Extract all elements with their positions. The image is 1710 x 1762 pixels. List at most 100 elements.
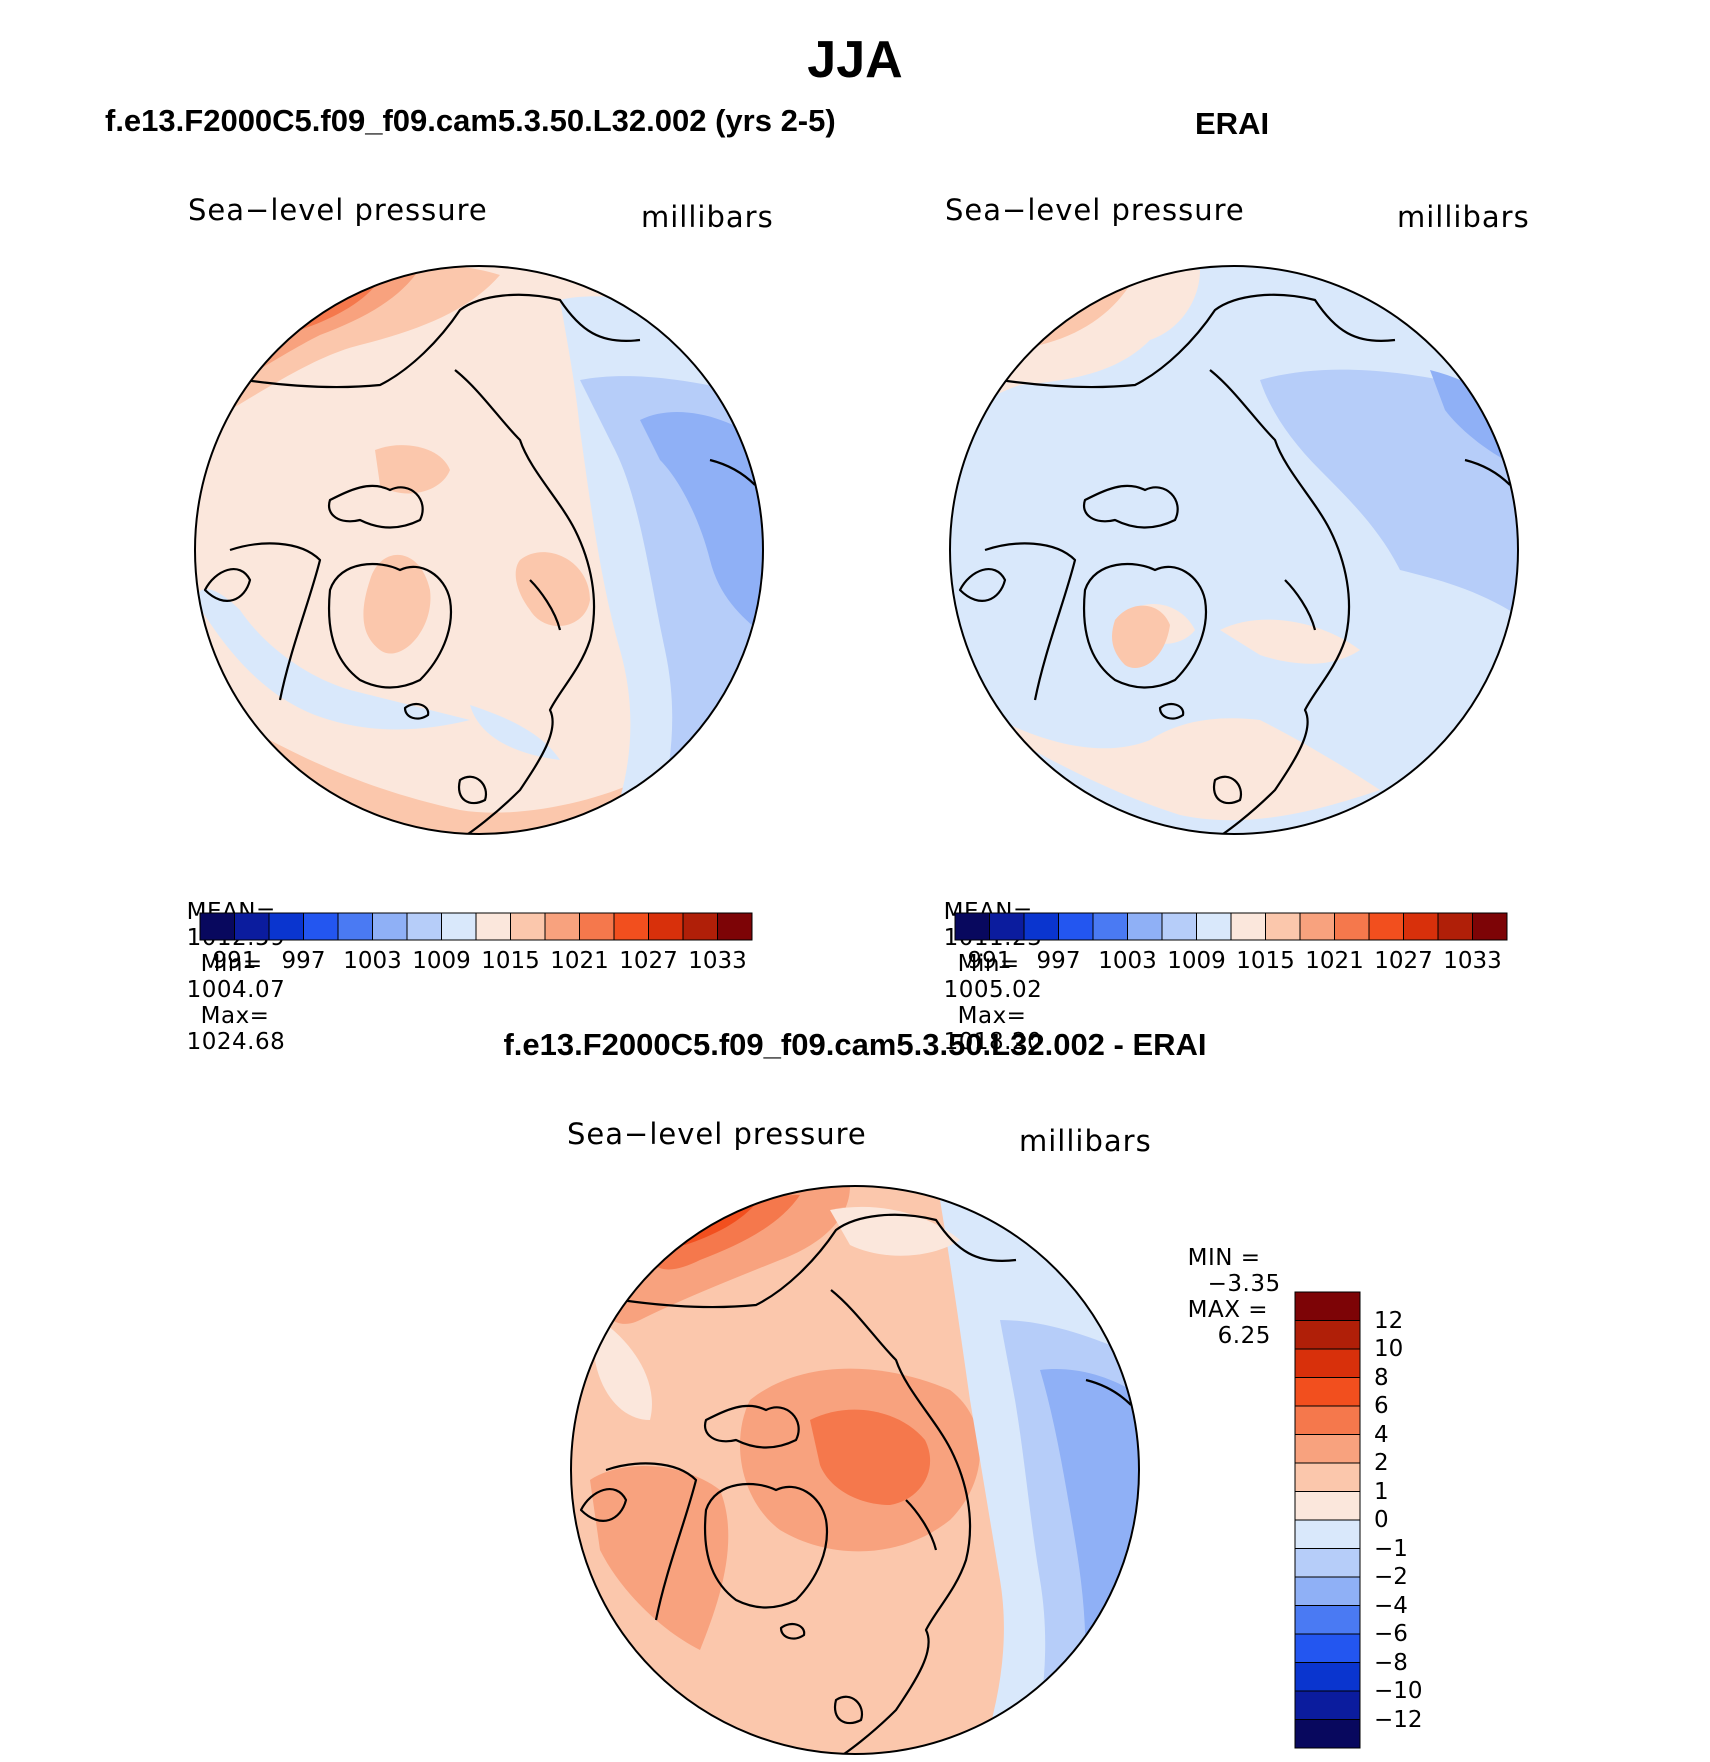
- erai-min-label: Min=: [957, 951, 1020, 977]
- colorbar-cell: [1437, 912, 1473, 941]
- slp-region-1018: [515, 552, 590, 627]
- erai-colorbar: [954, 912, 1508, 941]
- colorbar-cell: [989, 912, 1025, 941]
- colorbar-cell: [337, 912, 373, 941]
- colorbar-cell: [1127, 912, 1163, 941]
- colorbar-cell: [1294, 1434, 1361, 1464]
- coastlines: [203, 293, 756, 834]
- diff-region-4: [810, 1409, 931, 1505]
- colorbar-cell: [441, 912, 477, 941]
- map-boundary: [194, 265, 764, 835]
- colorbar-cell: [1294, 1690, 1361, 1720]
- colorbar-tick-label: 1021: [1305, 948, 1364, 974]
- colorbar-tick-label: 1015: [1236, 948, 1295, 974]
- colorbar-tick-label: 2: [1374, 1450, 1389, 1476]
- slp-region-1006: [640, 412, 763, 640]
- colorbar-cell: [1294, 1548, 1361, 1578]
- slp-region-1018: [363, 554, 431, 654]
- colorbar-cell: [1368, 912, 1404, 941]
- slp-region-1021: [240, 268, 420, 380]
- colorbar-tick-label: −4: [1374, 1592, 1408, 1619]
- colorbar-cell: [1294, 1491, 1361, 1521]
- colorbar-tick-label: 1033: [1443, 948, 1502, 974]
- colorbar-cell: [717, 912, 753, 941]
- colorbar-cell: [1265, 912, 1301, 941]
- map-boundary: [570, 1185, 1140, 1755]
- model-min-value: 1004.07: [186, 977, 286, 1003]
- diff-min-label: MIN =: [1187, 1245, 1261, 1271]
- colorbar-cell: [1299, 912, 1335, 941]
- colorbar-cell: [1294, 1405, 1361, 1435]
- colorbar-cell: [268, 912, 304, 941]
- slp-region-1012: [195, 589, 470, 730]
- colorbar-tick-label: 997: [1036, 948, 1081, 974]
- slp-region-1018: [375, 445, 450, 494]
- colorbar-tick-label: 1003: [1098, 948, 1157, 974]
- colorbar-cell: [544, 912, 580, 941]
- colorbar-cell: [1092, 912, 1128, 941]
- figure-title: JJA: [807, 31, 903, 89]
- colorbar-cell: [1403, 912, 1439, 941]
- slp-region-1015: [950, 700, 1380, 821]
- colorbar-cell: [613, 912, 649, 941]
- map-boundary: [949, 265, 1519, 835]
- model-max-label: Max=: [200, 1003, 270, 1029]
- colorbar-tick-label: 997: [281, 948, 326, 974]
- colorbar-tick-label: −2: [1374, 1564, 1408, 1590]
- coastlines: [958, 293, 1511, 834]
- erai-units-label: millibars: [1397, 200, 1530, 234]
- colorbar-cell: [372, 912, 408, 941]
- colorbar-tick-label: 8: [1374, 1364, 1389, 1391]
- diff-max-value: 6.25: [1217, 1323, 1271, 1349]
- model-min-label: Min=: [200, 951, 263, 977]
- colorbar-cell: [1230, 912, 1266, 941]
- colorbar-tick-label: 1027: [619, 948, 678, 974]
- colorbar-tick-label: 1: [1374, 1478, 1389, 1505]
- colorbar-cell: [1161, 912, 1197, 941]
- erai-min-value: 1005.02: [943, 977, 1043, 1003]
- colorbar-tick-label: 1003: [343, 948, 402, 974]
- colorbar-cell: [682, 912, 718, 941]
- colorbar-tick-label: 991: [212, 948, 257, 974]
- erai-variable-label: Sea−level pressure: [945, 193, 1245, 227]
- model-colorbar: [199, 912, 753, 941]
- difference-colorbar: [1294, 1291, 1361, 1749]
- colorbar-tick-label: 1033: [688, 948, 747, 974]
- colorbar-tick-label: −6: [1374, 1621, 1408, 1647]
- colorbar-tick-label: 1021: [550, 948, 609, 974]
- diff-max-label: MAX =: [1187, 1297, 1269, 1323]
- colorbar-tick-label: 12: [1374, 1307, 1404, 1334]
- model-panel-title: f.e13.F2000C5.f09_f09.cam5.3.50.L32.002 …: [105, 103, 836, 138]
- colorbar-tick-label: 1027: [1374, 948, 1433, 974]
- colorbar-tick-label: −10: [1374, 1678, 1423, 1704]
- colorbar-cell: [1196, 912, 1232, 941]
- diff-region-2: [590, 1466, 729, 1650]
- colorbar-cell: [475, 912, 511, 941]
- colorbar-tick-label: 1009: [412, 948, 471, 974]
- difference-slp-map: [570, 1185, 1140, 1755]
- erai-max-label: Max=: [957, 1003, 1027, 1029]
- colorbar-cell: [1472, 912, 1508, 941]
- diff-region-1: [595, 1320, 652, 1420]
- colorbar-cell: [1294, 1291, 1361, 1321]
- coastlines: [579, 1213, 1132, 1754]
- colorbar-cell: [1294, 1662, 1361, 1692]
- diff-units-label: millibars: [1019, 1124, 1152, 1158]
- colorbar-tick-label: −8: [1374, 1649, 1408, 1676]
- colorbar-cell: [1294, 1576, 1361, 1606]
- colorbar-cell: [1294, 1519, 1361, 1549]
- colorbar-cell: [1058, 912, 1094, 941]
- erai-slp-map: [949, 265, 1519, 835]
- colorbar-tick-label: 10: [1374, 1336, 1404, 1362]
- colorbar-cell: [579, 912, 615, 941]
- colorbar-cell: [1294, 1348, 1361, 1378]
- colorbar-cell: [234, 912, 270, 941]
- colorbar-tick-label: 0: [1374, 1507, 1389, 1533]
- slp-region-1018: [1112, 605, 1170, 669]
- erai-max-value: 1018.20: [943, 1029, 1043, 1055]
- colorbar-tick-label: 4: [1374, 1421, 1389, 1448]
- colorbar-cell: [1294, 1462, 1361, 1492]
- diff-variable-label: Sea−level pressure: [567, 1117, 867, 1151]
- colorbar-cell: [1294, 1605, 1361, 1635]
- diff-region-4: [650, 1195, 800, 1270]
